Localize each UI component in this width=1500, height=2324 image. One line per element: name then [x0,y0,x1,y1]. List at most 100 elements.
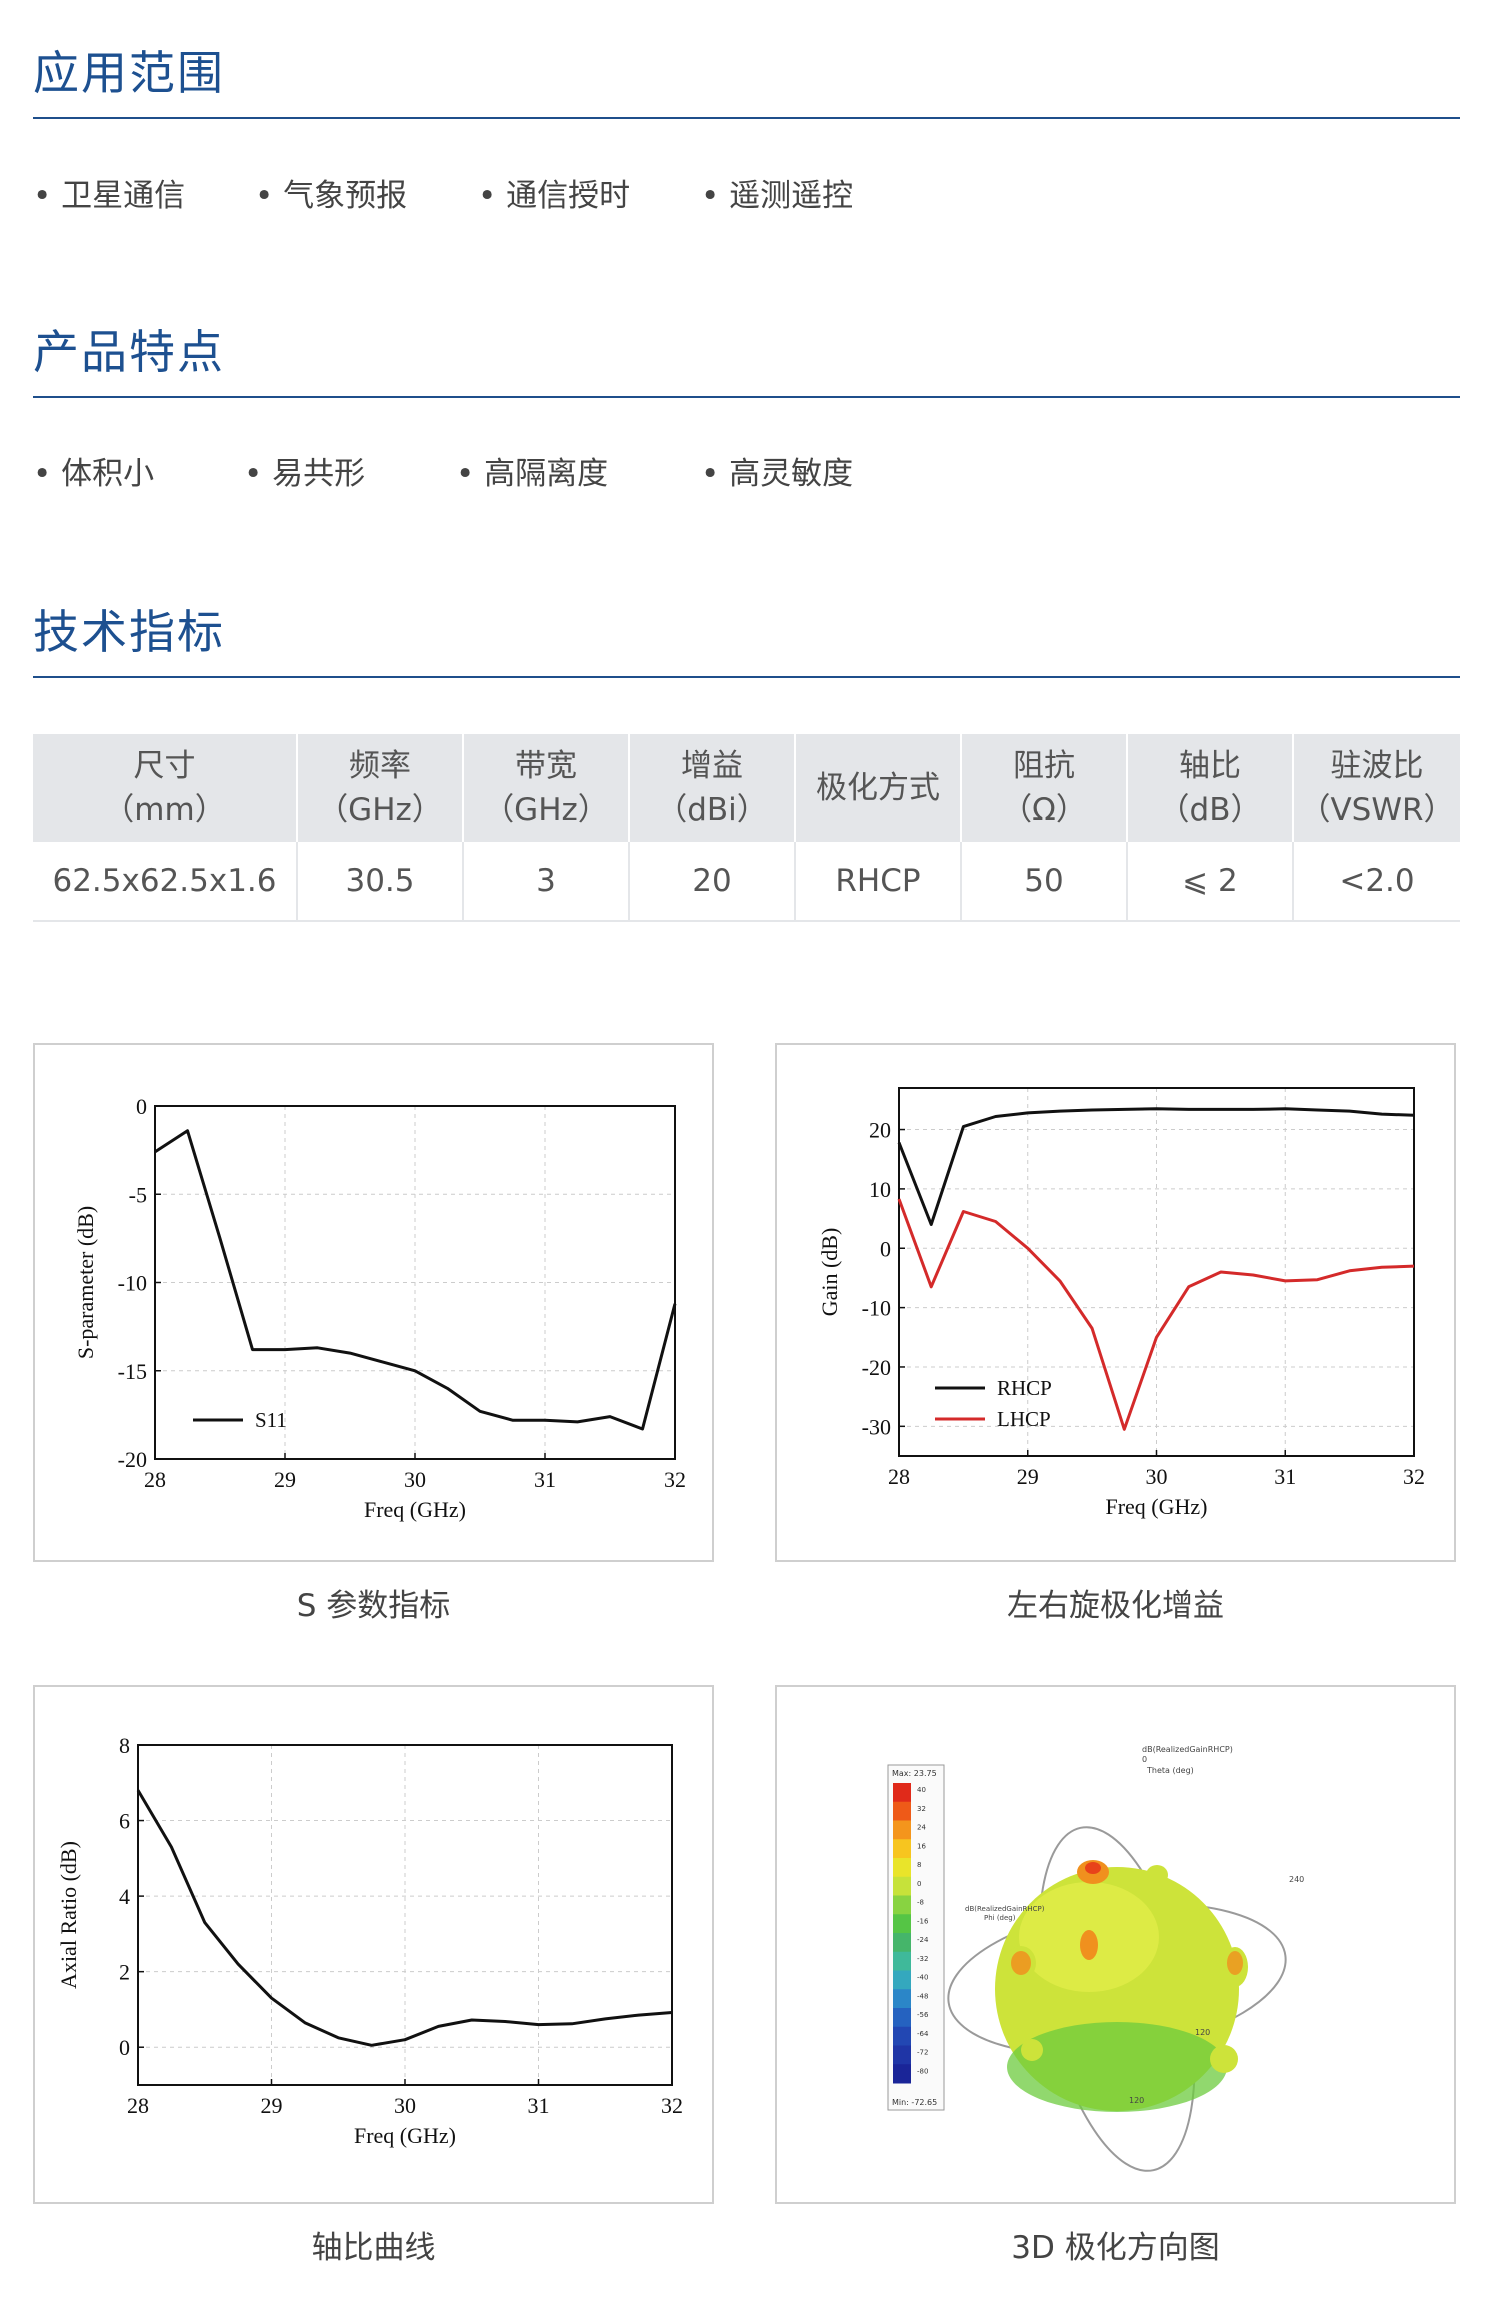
x-tick-label: 32 [1403,1464,1425,1489]
colorbar-tick-label: 16 [917,1842,926,1850]
chart-caption: 左右旋极化增益 [1007,1588,1224,1624]
colorbar-swatch [893,1895,911,1915]
colorbar-tick-label: 40 [917,1786,926,1794]
gain-chart: 28 29 30 31 32 20 10 0 -10 -20 -30 Freq (GHz) Gain (… [817,1087,1425,1519]
header-label: 频率 [349,748,411,784]
section-title: 产品特点 [33,325,225,379]
x-axis-label: Freq (GHz) [1105,1494,1207,1519]
x-tick-label: 28 [127,2093,149,2118]
y-tick-label: 2 [119,1960,130,1985]
colorbar-tick-label: -64 [917,2030,929,2038]
y-axis-label: S-parameter (dB) [73,1206,98,1359]
colorbar-tick-label: 24 [917,1824,926,1832]
pattern-3d-figure: Max: 23.75 Min: -72.65 40 32 24 16 8 0 -8 -16 -24 -… [887,1745,1304,2172]
table-header-cell: 尺寸 （mm） [33,734,298,842]
list-item: 高隔离度 [456,448,608,493]
pattern-shade [1007,2022,1227,2112]
list-item: 高灵敏度 [701,448,853,493]
spec-table: 尺寸 （mm） 频率 （GHz） 带宽 （GHz） 增益 （dBi） 极化方式 阻抗 （Ω… [33,734,1460,922]
colorbar-tick-label: -40 [917,1974,928,1982]
header-label: 极化方式 [816,770,940,806]
list-item: 通信授时 [478,170,630,215]
y-axis-label: Axial Ratio (dB) [56,1841,81,1989]
section-header-features: 产品特点 [33,314,1460,398]
legend-label: S11 [255,1408,287,1432]
series-line [136,1789,673,2047]
colorbar-tick-label: -48 [917,1992,928,2000]
x-tick-label: 29 [261,2093,283,2118]
colorbar-tick-label: -80 [917,2067,928,2075]
colorbar-tick-label: -8 [917,1899,924,1907]
y-tick-label: -10 [862,1296,891,1321]
x-tick-label: 29 [274,1467,296,1492]
colorbar-min-label: Min: -72.65 [892,2098,937,2107]
section-title: 应用范围 [33,46,225,100]
colorbar-swatch [893,1783,911,1803]
side-lobe [1146,1865,1168,1885]
header-unit: （Ω） [1001,792,1087,828]
y-tick-label: -30 [862,1414,891,1439]
colorbar-tick-label: 32 [917,1805,926,1813]
chart-caption: 3D 极化方向图 [1011,2230,1220,2266]
colorbar-tick-label: -32 [917,1955,928,1963]
y-tick-label: 8 [119,1733,130,1758]
colorbar-swatch [893,1989,911,2009]
colorbar-swatch [893,1914,911,1934]
header-unit: （VSWR） [1299,792,1455,828]
table-cell: ⩽ 2 [1127,842,1294,922]
header-label: 增益 [681,748,743,784]
colorbar-swatch [893,1839,911,1859]
y-tick-label: -5 [129,1182,147,1207]
side-lobe-hot [1011,1951,1031,1975]
gain-chart-panel: 28 29 30 31 32 20 10 0 -10 -20 -30 Freq (GHz) Gain (… [775,1043,1456,1562]
table-row: 62.5x62.5x1.6 30.5 3 20 RHCP 50 ⩽ 2 <2.0 [33,842,1460,922]
table-header-cell: 极化方式 [795,734,962,842]
header-label: 阻抗 [1013,748,1075,784]
y-tick-label: 10 [869,1177,891,1202]
x-tick-label: 28 [144,1467,166,1492]
legend-label: RHCP [997,1376,1052,1400]
x-tick-label: 31 [528,2093,550,2118]
list-item: 遥测遥控 [701,170,853,215]
x-axis-label: Freq (GHz) [364,1497,466,1522]
main-lobe-core [1085,1862,1101,1874]
y-tick-label: -20 [118,1447,147,1472]
y-tick-label: 0 [119,2035,130,2060]
colorbar-swatch [893,1801,911,1821]
series-line [897,1198,1415,1431]
x-axis-label: Freq (GHz) [354,2123,456,2148]
section-header-specs: 技术指标 [33,594,1460,678]
series-line [154,1129,677,1431]
table-header-cell: 驻波比 （VSWR） [1293,734,1460,842]
x-tick-label: 29 [1017,1464,1039,1489]
phi-label: Phi (deg) [984,1914,1016,1922]
y-axis-label: Gain (dB) [817,1228,842,1317]
zero-label: 0 [1142,1755,1147,1764]
colorbar-swatch [893,2008,911,2028]
theta-label: Theta (deg) [1146,1766,1194,1775]
header-unit: （mm） [103,792,226,828]
ring-label: 120 [1129,2096,1144,2105]
colorbar-swatch [893,1820,911,1840]
table-cell: RHCP [795,842,962,922]
header-label: 驻波比 [1330,748,1424,784]
colorbar-swatch [893,2045,911,2065]
colorbar-swatch [893,1970,911,1990]
header-unit: （GHz） [483,792,609,828]
x-tick-label: 31 [534,1467,556,1492]
series-line [897,1107,1415,1226]
table-cell: 3 [463,842,630,922]
y-tick-label: -15 [118,1359,147,1384]
colorbar-tick-label: 8 [917,1861,921,1869]
list-item: 体积小 [33,448,154,493]
section-header-application: 应用范围 [33,35,1460,119]
table-cell: 62.5x62.5x1.6 [33,842,298,922]
colorbar-tick-label: 0 [917,1880,921,1888]
side-lobe [1021,2039,1043,2061]
side-lobe-hot [1227,1951,1243,1975]
header-label: 尺寸 [133,748,196,784]
colorbar-tick-label: -72 [917,2049,928,2057]
table-header-cell: 增益 （dBi） [629,734,796,842]
table-cell: <2.0 [1293,842,1460,922]
side-lobe [1210,2045,1238,2073]
